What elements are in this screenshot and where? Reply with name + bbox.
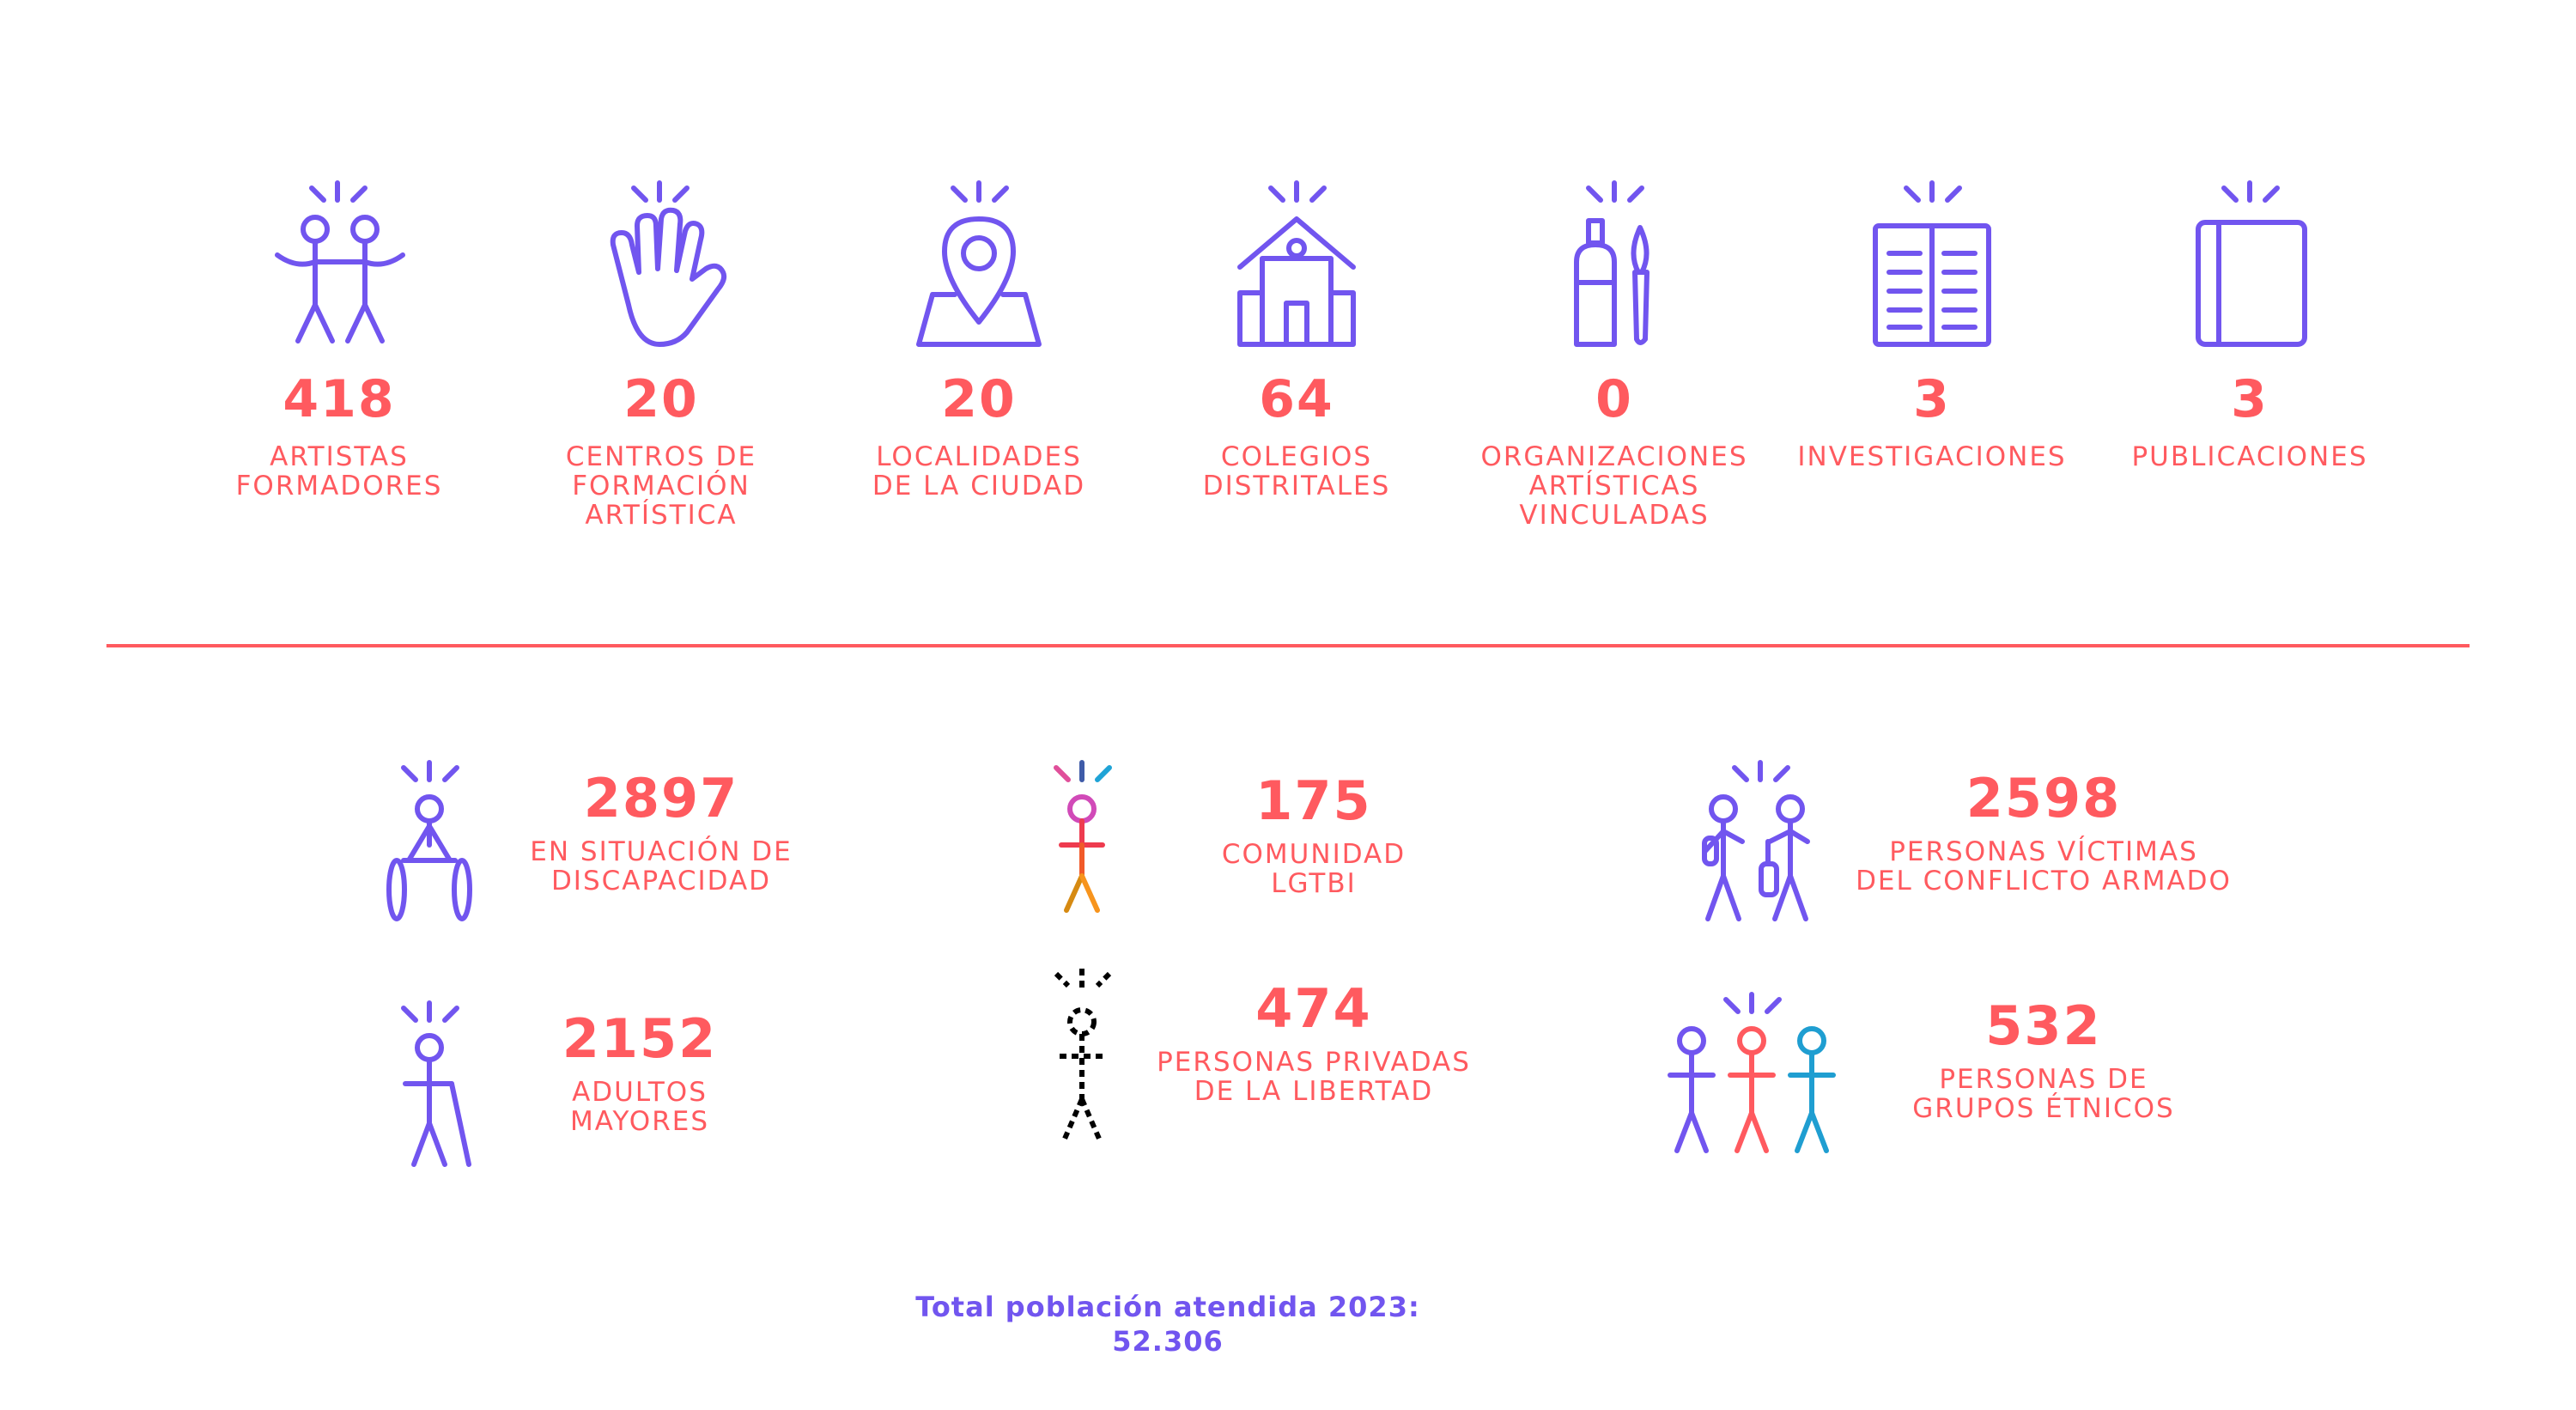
rainbow-person-icon bbox=[1054, 760, 1112, 913]
artists-pair-icon bbox=[275, 180, 405, 343]
stat-label: COMUNIDAD LGTBI bbox=[1221, 839, 1406, 899]
open-book-icon bbox=[1873, 180, 1991, 347]
wheelchair-person-icon bbox=[386, 760, 472, 921]
stat-label: PUBLICACIONES bbox=[2131, 441, 2368, 472]
striped-person-icon bbox=[1054, 969, 1112, 1140]
stat-value: 532 bbox=[1985, 994, 2102, 1057]
stat-value: 418 bbox=[283, 369, 396, 429]
closed-book-icon bbox=[2196, 180, 2307, 347]
three-persons-icon bbox=[1668, 992, 1836, 1153]
stat-label: ARTISTAS FORMADORES bbox=[235, 441, 443, 501]
stat-label: PERSONAS VÍCTIMAS DEL CONFLICTO ARMADO bbox=[1856, 836, 2232, 896]
stat-label: EN SITUACIÓN DE DISCAPACIDAD bbox=[530, 836, 793, 896]
stat-label: ORGANIZACIONES ARTÍSTICAS VINCULADAS bbox=[1480, 441, 1748, 531]
stat-value: 20 bbox=[941, 369, 1017, 429]
stat-value: 20 bbox=[623, 369, 699, 429]
stat-value: 3 bbox=[1913, 369, 1951, 429]
total-population-text: Total población atendida 2023: 52.306 bbox=[915, 1291, 1420, 1358]
stat-label: ADULTOS MAYORES bbox=[570, 1077, 709, 1137]
stat-label: PERSONAS DE GRUPOS ÉTNICOS bbox=[1912, 1064, 2175, 1124]
person-with-cane-icon bbox=[401, 1000, 471, 1167]
raised-hand-icon bbox=[610, 180, 727, 347]
stat-label: PERSONAS PRIVADAS DE LA LIBERTAD bbox=[1157, 1047, 1471, 1107]
stat-value: 2152 bbox=[562, 1007, 718, 1070]
stat-value: 0 bbox=[1595, 369, 1633, 429]
stat-value: 3 bbox=[2231, 369, 2269, 429]
stat-label: CENTROS DE FORMACIÓN ARTÍSTICA bbox=[565, 441, 757, 531]
stat-value: 474 bbox=[1255, 977, 1372, 1040]
school-building-icon bbox=[1237, 180, 1356, 347]
stat-label: COLEGIOS DISTRITALES bbox=[1202, 441, 1391, 501]
stat-value: 2897 bbox=[583, 767, 739, 830]
section-divider bbox=[106, 644, 2470, 647]
stat-value: 2598 bbox=[1965, 767, 2122, 830]
stat-value: 64 bbox=[1259, 369, 1334, 429]
paint-tube-brush-icon bbox=[1574, 180, 1649, 347]
displaced-persons-icon bbox=[1702, 760, 1810, 921]
map-pin-icon bbox=[916, 180, 1042, 347]
stat-label: INVESTIGACIONES bbox=[1797, 441, 2067, 472]
stat-label: LOCALIDADES DE LA CIUDAD bbox=[872, 441, 1086, 501]
stat-value: 175 bbox=[1255, 769, 1372, 832]
